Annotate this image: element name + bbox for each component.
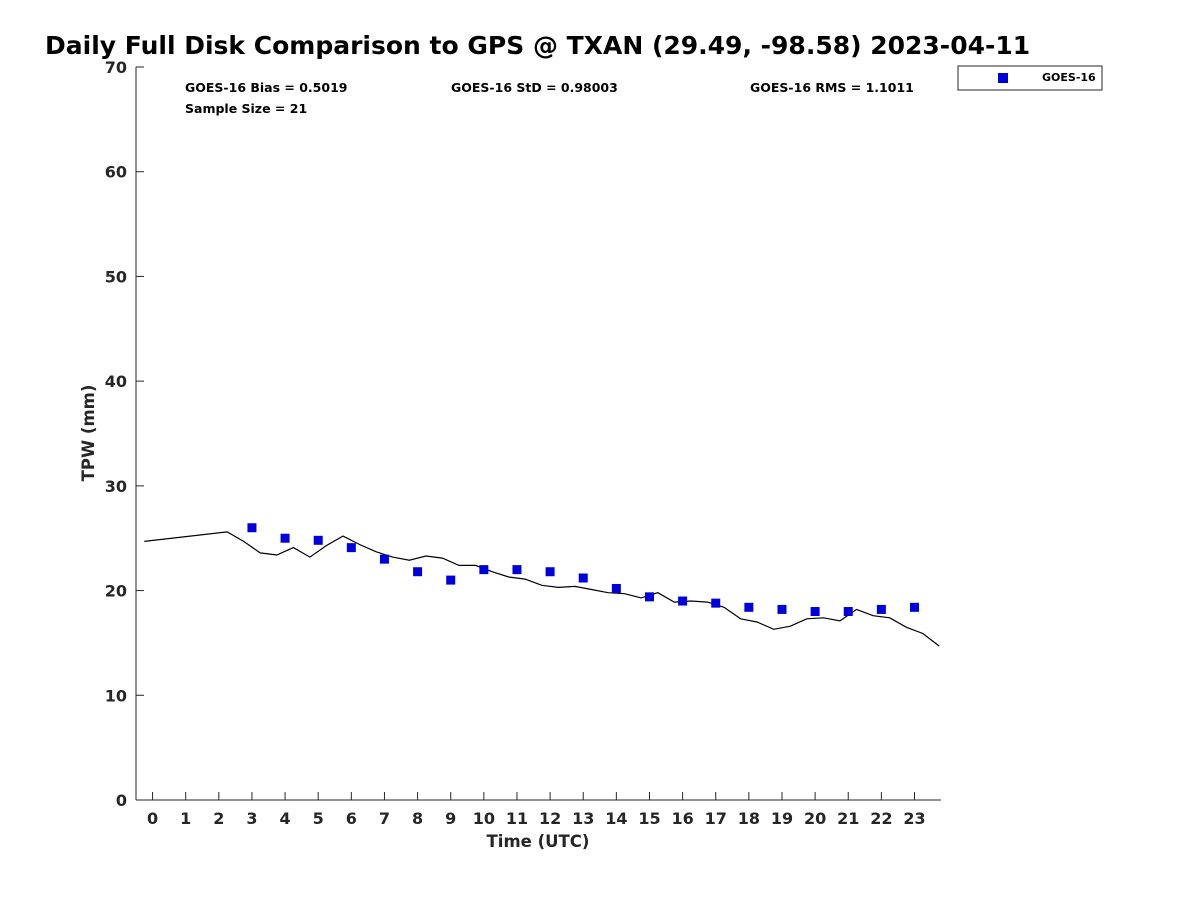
x-tick-label: 9	[445, 809, 456, 828]
legend-label: GOES-16	[1042, 71, 1096, 84]
goes16-point	[744, 602, 754, 612]
stat-rms: GOES-16 RMS = 1.1011	[750, 80, 914, 95]
axes	[135, 67, 941, 801]
goes16-point	[379, 554, 389, 564]
x-tick-label: 1	[180, 809, 191, 828]
goes16-point	[644, 592, 654, 602]
y-tick-label: 0	[116, 791, 127, 810]
y-tick-label: 10	[105, 686, 127, 705]
legend: GOES-16	[957, 65, 1103, 91]
goes16-point	[247, 523, 257, 533]
y-tick-label: 50	[105, 267, 127, 286]
x-ticks: 0 1 2 3 4 5 6 7 8 9 10 11 12 13 14 15 16 17 18 19 20 21 22 23	[147, 792, 926, 828]
x-tick-label: 8	[412, 809, 423, 828]
stat-std: GOES-16 StD = 0.98003	[451, 80, 618, 95]
stat-bias: GOES-16 Bias = 0.5019	[185, 80, 347, 95]
x-tick-label: 22	[870, 809, 892, 828]
x-tick-label: 5	[313, 809, 324, 828]
gps-line-series	[144, 531, 940, 647]
y-tick-label: 20	[105, 582, 127, 601]
x-tick-label: 23	[903, 809, 925, 828]
goes16-point	[578, 573, 588, 583]
x-tick-label: 21	[837, 809, 859, 828]
y-tick-label: 40	[105, 372, 127, 391]
x-tick-label: 2	[213, 809, 224, 828]
goes16-point	[280, 533, 290, 543]
x-tick-label: 12	[539, 809, 561, 828]
goes16-point	[810, 607, 820, 617]
goes16-point	[678, 596, 688, 606]
x-tick-label: 6	[346, 809, 357, 828]
x-tick-label: 13	[572, 809, 594, 828]
y-tick-label: 60	[105, 163, 127, 182]
y-tick-label: 70	[105, 58, 127, 77]
legend-box	[957, 65, 1103, 91]
goes16-point	[313, 535, 323, 545]
x-tick-label: 3	[246, 809, 257, 828]
x-tick-label: 19	[771, 809, 793, 828]
y-ticks: 0 10 20 30 40 50 60 70	[105, 58, 144, 810]
stat-sample-size: Sample Size = 21	[185, 101, 307, 116]
legend-marker	[998, 73, 1008, 83]
x-tick-label: 10	[473, 809, 495, 828]
goes16-point	[611, 583, 621, 593]
x-tick-label: 16	[671, 809, 693, 828]
goes16-point	[876, 604, 886, 614]
goes16-point	[777, 604, 787, 614]
goes16-point	[909, 602, 919, 612]
goes16-point	[346, 543, 356, 553]
y-tick-label: 30	[105, 477, 127, 496]
x-tick-label: 20	[804, 809, 826, 828]
x-tick-label: 7	[379, 809, 390, 828]
x-tick-label: 14	[605, 809, 627, 828]
goes16-point	[843, 607, 853, 617]
x-axis-label: Time (UTC)	[487, 832, 590, 851]
y-axis-label: TPW (mm)	[79, 385, 98, 482]
x-tick-label: 17	[705, 809, 727, 828]
goes16-point	[413, 567, 423, 577]
x-tick-label: 15	[638, 809, 660, 828]
x-tick-label: 18	[738, 809, 760, 828]
x-tick-label: 4	[280, 809, 291, 828]
goes16-point	[446, 575, 456, 585]
goes16-point	[711, 598, 721, 608]
x-tick-label: 0	[147, 809, 158, 828]
chart-title: Daily Full Disk Comparison to GPS @ TXAN…	[45, 31, 1030, 60]
goes16-scatter-series	[247, 523, 919, 617]
goes16-point	[479, 565, 489, 575]
goes16-point	[512, 565, 522, 575]
goes16-point	[545, 567, 555, 577]
gps-line	[144, 531, 940, 647]
x-tick-label: 11	[506, 809, 528, 828]
